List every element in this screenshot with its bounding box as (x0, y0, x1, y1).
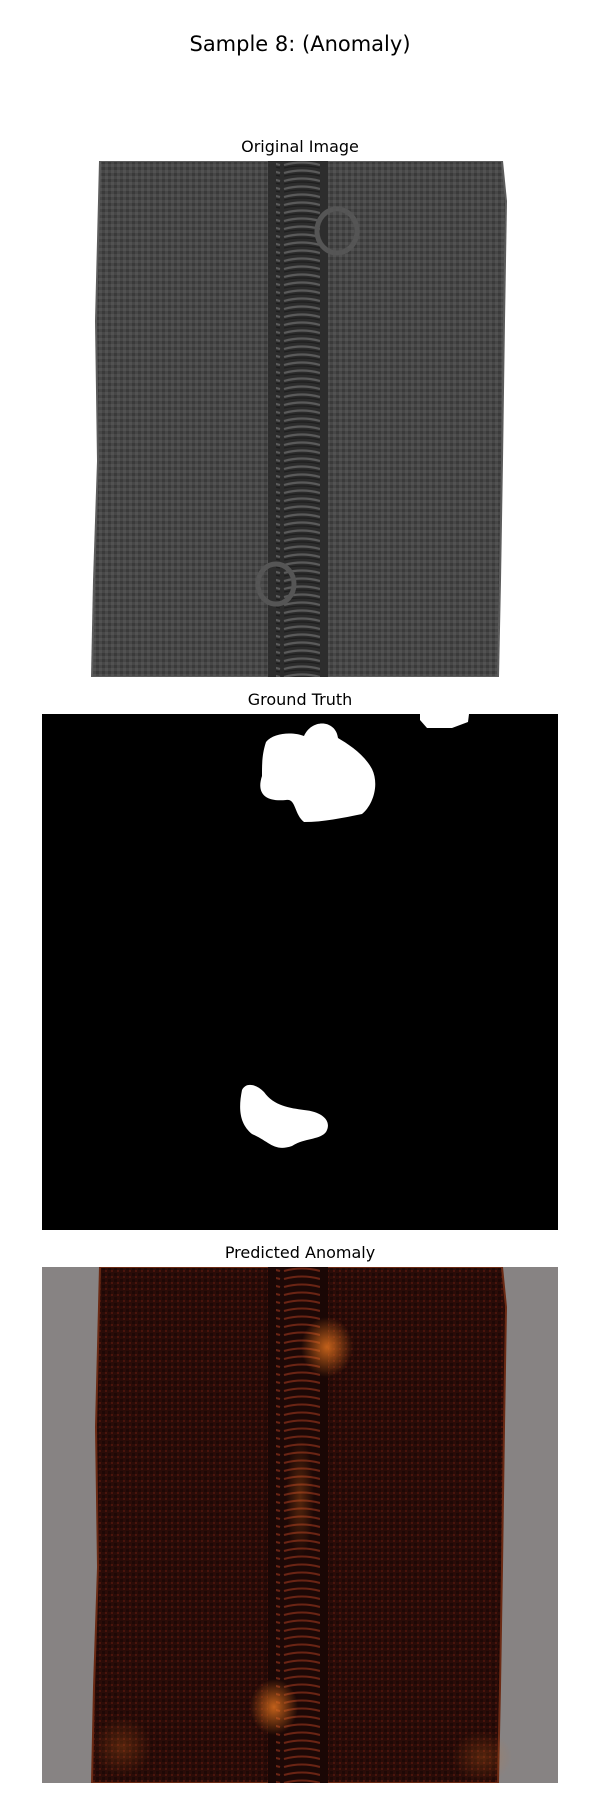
figure-title: Sample 8: (Anomaly) (189, 32, 411, 56)
panel-title-ground-truth: Ground Truth (247, 690, 353, 709)
predicted-anomaly-heatmap (42, 1267, 558, 1783)
original-image-panel (42, 161, 558, 677)
ground-truth-panel (42, 714, 558, 1230)
mask-blob-large (260, 723, 376, 822)
panel-title-predicted: Predicted Anomaly (224, 1243, 376, 1262)
mask-blob-top-right (420, 714, 469, 728)
ground-truth-mask (42, 714, 558, 1230)
panel-title-original: Original Image (241, 137, 359, 156)
predicted-anomaly-panel (42, 1267, 558, 1783)
mask-blob-lower (240, 1084, 328, 1148)
original-image (42, 161, 558, 677)
